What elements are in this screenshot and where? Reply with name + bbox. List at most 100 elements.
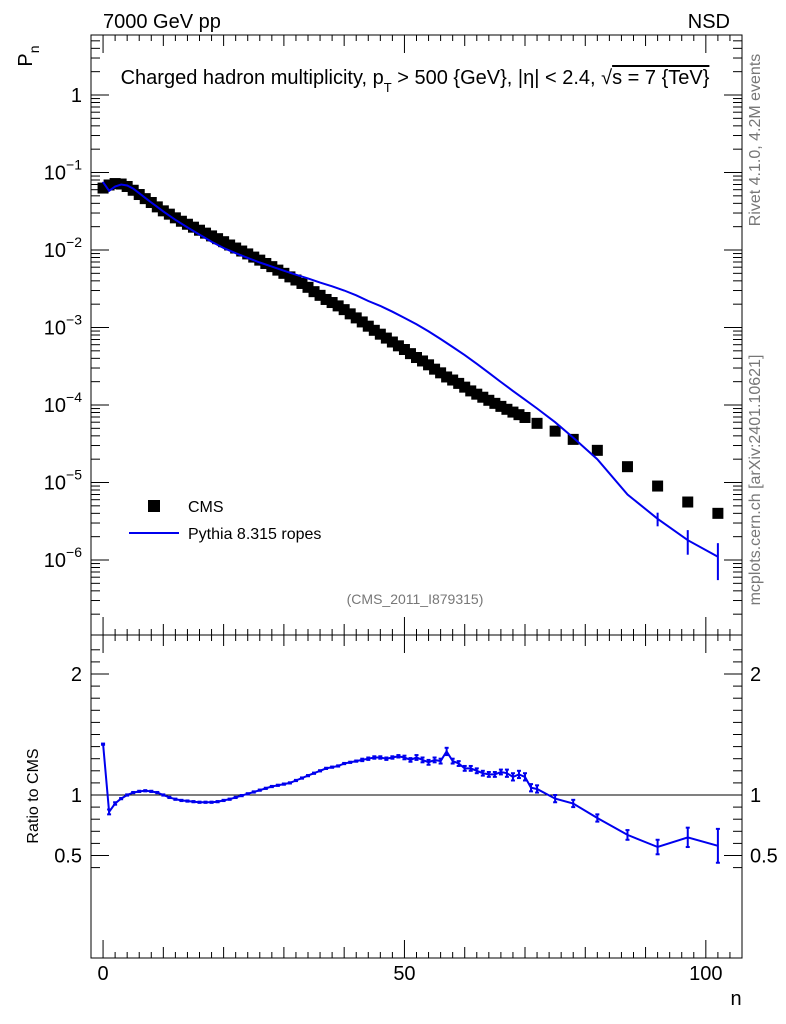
cms-data-point — [296, 277, 308, 289]
cms-data-point — [356, 316, 368, 328]
cms-data-point — [411, 352, 422, 364]
cms-data-point — [109, 178, 121, 190]
cms-data-point — [206, 230, 218, 242]
cms-data-point — [471, 388, 483, 400]
main-ylabel: Pn — [15, 45, 42, 66]
ratio-ytick-label-right: 1 — [750, 785, 761, 807]
cms-data-point — [682, 496, 694, 508]
title-sqrt: √ — [601, 67, 612, 89]
cms-data-point — [398, 344, 410, 356]
main-ytick-label: 10−4 — [44, 389, 82, 417]
main-ytick-label: 1 — [71, 85, 82, 107]
legend-cms-marker — [148, 500, 160, 512]
cms-data-point — [230, 242, 242, 254]
cms-data-point — [308, 286, 320, 298]
cms-data-point — [513, 409, 525, 421]
cms-data-point — [103, 179, 115, 191]
cms-data-point — [477, 391, 489, 403]
cms-data-point — [489, 397, 501, 409]
cms-data-point — [320, 293, 332, 305]
x-axis-label: n — [730, 988, 741, 1010]
main-ylabel-main: P — [15, 53, 37, 66]
cms-data-point — [549, 425, 561, 437]
cms-data-point — [374, 328, 386, 340]
cms-data-point — [591, 444, 603, 456]
cms-data-point — [338, 304, 350, 316]
xtick-label: 50 — [393, 963, 415, 985]
cms-data-point — [386, 336, 398, 348]
cms-data-point — [501, 403, 513, 415]
cms-data-point — [272, 264, 284, 276]
cms-data-point — [332, 300, 344, 312]
main-ytick-label: 10−5 — [44, 467, 82, 495]
process-label: NSD — [688, 11, 730, 33]
ratio-panel-frame — [90, 634, 743, 959]
cms-data-point — [187, 221, 199, 233]
cms-data-point — [212, 233, 224, 245]
title-part-a: Charged hadron multiplicity, p — [121, 67, 384, 89]
ratio-ytick-label-right: 0.5 — [750, 846, 778, 868]
title-subscript: T — [384, 80, 392, 95]
cms-data-point — [567, 433, 579, 445]
cms-data-point — [435, 367, 447, 379]
cms-data-point — [507, 406, 519, 418]
main-ytick-label: 10−1 — [44, 157, 82, 185]
main-ytick-label: 10−2 — [44, 234, 82, 262]
cms-data-point — [181, 218, 193, 230]
cms-data-point — [621, 461, 633, 473]
title-part-b: > 500 {GeV}, |η| < 2.4, — [392, 67, 601, 89]
xtick-label: 0 — [97, 963, 108, 985]
cms-data-point — [712, 507, 724, 519]
cms-data-point — [278, 267, 290, 279]
cms-data-point — [417, 355, 429, 367]
cms-data-point — [447, 374, 459, 386]
ratio-ytick-label: 1 — [71, 785, 82, 807]
main-panel-frame — [90, 34, 743, 636]
mcplots-label: mcplots.cern.ch [arXiv:2401.10621] — [747, 355, 764, 606]
cms-data-point — [224, 239, 236, 251]
ratio-ytick-label: 2 — [71, 664, 82, 686]
cms-data-point — [260, 257, 272, 269]
cms-data-point — [127, 184, 139, 196]
cms-data-point — [254, 254, 266, 266]
cms-data-point — [368, 324, 380, 336]
chart-title: Charged hadron multiplicity, pT > 500 {G… — [121, 67, 710, 95]
main-ytick-label: 10−3 — [44, 312, 82, 340]
main-axis-ticks: 1 10−1 10−2 10−3 10−4 10−5 10−6 — [44, 35, 742, 635]
cms-data-point — [175, 215, 187, 227]
cms-data-point — [326, 297, 338, 309]
cms-data-point — [194, 224, 205, 236]
title-part-c: s = 7 {TeV} — [612, 67, 710, 89]
cms-data-point — [362, 320, 374, 332]
cms-data-point — [441, 371, 453, 383]
ratio-ytick-label: 0.5 — [54, 846, 82, 868]
cms-data-point — [314, 289, 326, 301]
cms-data-point — [531, 417, 543, 429]
main-ytick-label: 10−6 — [44, 544, 82, 572]
cms-data-point — [236, 245, 248, 257]
legend-cms-label: CMS — [188, 499, 224, 516]
main-ylabel-sub: n — [26, 45, 42, 53]
energy-label: 7000 GeV pp — [103, 11, 221, 33]
cms-data-point — [169, 212, 181, 224]
ratio-ylabel: Ratio to CMS — [25, 748, 42, 843]
cms-data-point — [248, 251, 260, 263]
cms-data-point — [459, 381, 471, 393]
pythia-line — [102, 181, 719, 558]
cms-data-point — [290, 274, 302, 286]
ratio-data-series — [101, 742, 720, 864]
cms-data-point — [133, 189, 145, 201]
legend-pythia-label: Pythia 8.315 ropes — [188, 526, 321, 543]
cms-data-point — [519, 411, 531, 423]
analysis-id: (CMS_2011_I879315) — [347, 591, 484, 607]
cms-data-point — [429, 363, 441, 375]
ratio-axis-ticks: 0.5 0.5 1 1 2 2 0 50 100 — [54, 635, 778, 985]
cms-data-point — [423, 359, 435, 371]
cms-data-point — [404, 348, 416, 360]
cms-data-point — [284, 271, 296, 283]
xtick-label: 100 — [689, 963, 722, 985]
cms-data-point — [242, 248, 254, 260]
cms-data-point — [97, 182, 109, 194]
cms-data-point — [218, 236, 230, 248]
